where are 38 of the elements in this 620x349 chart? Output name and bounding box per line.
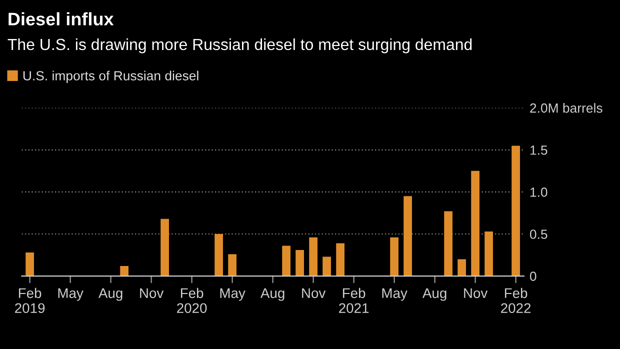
bar (322, 256, 331, 276)
bar (160, 218, 169, 276)
x-tick-label: Nov (140, 288, 164, 298)
bar (458, 259, 466, 276)
bar (296, 250, 304, 276)
y-tick-label: 0.5 (530, 230, 548, 239)
x-tick-label: Feb 2021 (339, 288, 369, 314)
x-tick-label: Nov (464, 288, 488, 298)
legend-label: U.S. imports of Russian diesel (23, 70, 198, 84)
bar (444, 211, 452, 276)
y-tick-label: 0 (530, 272, 536, 281)
chart-subtitle: The U.S. is drawing more Russian diesel to meet surging demand (8, 38, 472, 54)
bar (390, 237, 398, 276)
bar (309, 237, 318, 276)
bar (512, 146, 520, 276)
bar (404, 196, 412, 276)
x-tick-label: Aug (260, 288, 284, 301)
y-tick-label: 1.0 (530, 188, 548, 197)
bar (26, 252, 34, 276)
x-tick-label: May (220, 288, 246, 301)
bar (228, 254, 236, 276)
x-tick-label: Feb 2019 (15, 288, 45, 314)
x-tick-label: May (382, 288, 408, 301)
bar (336, 243, 344, 276)
bar (282, 246, 290, 276)
x-tick-label: Aug (98, 288, 122, 301)
chart-title: Diesel influx (8, 12, 114, 26)
y-tick-label: 2.0M barrels (530, 103, 602, 113)
bar (471, 170, 480, 276)
bar (214, 234, 223, 276)
x-tick-label: Aug (422, 288, 446, 301)
y-tick-label: 1.5 (530, 146, 548, 155)
bar (120, 266, 128, 276)
bar (484, 231, 493, 276)
x-tick-label: Feb 2020 (177, 288, 207, 314)
x-tick-label: May (58, 288, 84, 301)
x-tick-label: Nov (302, 288, 326, 298)
x-tick-label: Feb 2022 (501, 288, 531, 314)
